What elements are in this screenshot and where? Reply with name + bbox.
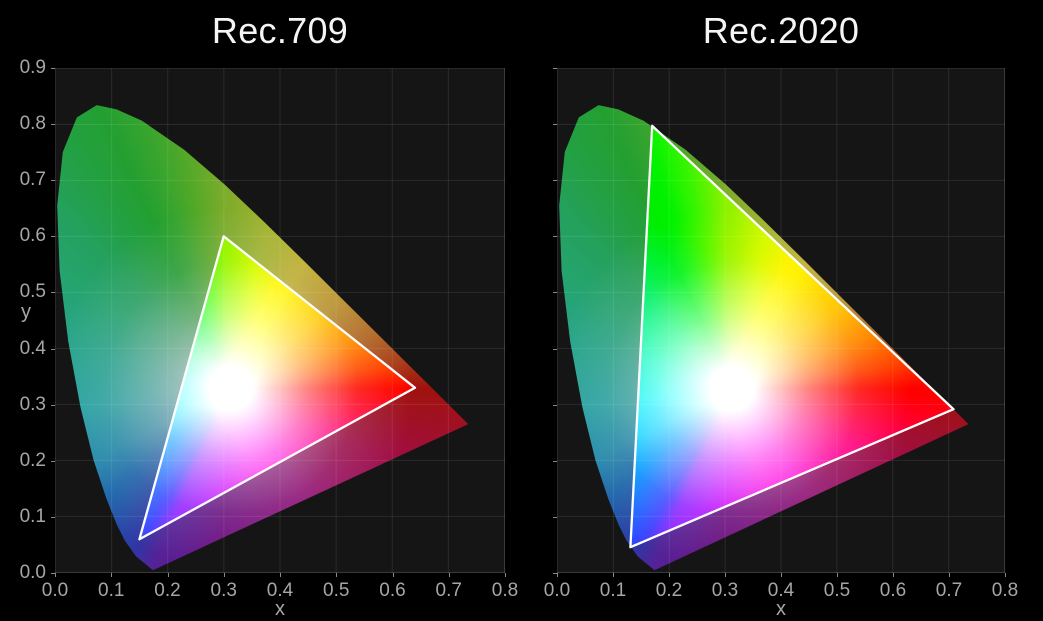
y-tick-mark	[51, 292, 55, 294]
y-tick-mark	[51, 516, 55, 518]
y-tick-mark	[51, 404, 55, 406]
gamut-triangle-outline	[629, 124, 955, 549]
y-tick-label: 0.8	[19, 113, 46, 135]
x-tick-mark	[557, 573, 558, 577]
x-tick-label: 0.3	[210, 580, 237, 601]
gamut-triangle-outline	[138, 235, 417, 541]
y-tick-mark	[553, 516, 557, 518]
x-tick-mark	[837, 573, 838, 577]
x-tick-label: 0.6	[879, 580, 907, 601]
x-tick-label: 0.8	[991, 580, 1019, 601]
y-tick-mark	[553, 460, 557, 462]
y-tick-mark	[553, 236, 557, 238]
x-tick-mark	[613, 573, 614, 577]
x-tick-label: 0.0	[41, 580, 69, 601]
y-tick-mark	[51, 236, 55, 238]
x-tick-label: 0.0	[543, 580, 571, 601]
x-tick-mark	[949, 573, 950, 577]
y-tick-label: 0.6	[19, 225, 46, 247]
x-tick-mark	[669, 573, 670, 577]
plot-area-rec709	[55, 68, 505, 573]
x-tick-label: 0.5	[823, 580, 851, 601]
y-tick-label: 0.4	[19, 337, 46, 359]
x-tick-mark	[725, 573, 726, 577]
x-tick-mark	[111, 573, 113, 577]
y-tick-mark	[553, 68, 557, 69]
x-tick-mark	[448, 573, 450, 577]
x-tick-label: 0.4	[767, 580, 795, 601]
x-tick-mark	[392, 573, 394, 577]
y-tick-mark	[51, 68, 55, 69]
x-tick-mark	[280, 573, 281, 577]
chart-title-rec2020: Rec.2020	[702, 10, 860, 51]
x-tick-mark	[55, 573, 56, 577]
x-tick-label: 0.3	[711, 580, 739, 601]
x-tick-label: 0.5	[323, 580, 350, 601]
gamut-triangle-path	[629, 124, 955, 549]
y-axis-label: y	[21, 301, 31, 323]
y-tick-label: 0.9	[19, 57, 46, 78]
x-tick-label: 0.4	[266, 580, 294, 601]
x-tick-mark	[893, 573, 894, 577]
y-tick-mark	[51, 460, 55, 462]
y-tick-mark	[51, 124, 55, 126]
x-tick-label: 0.2	[655, 580, 683, 601]
y-tick-mark	[553, 404, 557, 406]
y-tick-label: 0.5	[19, 281, 46, 303]
x-tick-mark	[336, 573, 338, 577]
x-tick-label: 0.7	[435, 580, 462, 601]
x-tick-mark	[223, 573, 225, 577]
x-tick-mark	[781, 573, 782, 577]
x-tick-label: 0.7	[935, 580, 963, 601]
x-axis-label-rec709: x	[275, 598, 285, 620]
x-axis-label-rec2020: x	[776, 598, 786, 620]
x-tick-label: 0.1	[98, 580, 125, 601]
x-tick-label: 0.2	[154, 580, 181, 601]
y-tick-label: 0.1	[19, 505, 46, 527]
x-tick-mark	[167, 573, 169, 577]
x-tick-mark	[1005, 573, 1006, 577]
y-tick-mark	[553, 348, 557, 350]
gamut-triangle-path	[138, 235, 417, 541]
x-tick-label: 0.6	[379, 580, 406, 601]
y-tick-mark	[51, 348, 55, 350]
y-tick-mark	[553, 124, 557, 126]
x-tick-label: 0.1	[599, 580, 627, 601]
y-tick-label: 0.7	[19, 169, 46, 191]
y-tick-label: 0.2	[19, 449, 46, 471]
y-tick-mark	[51, 573, 55, 574]
x-tick-label: 0.8	[491, 580, 519, 601]
y-tick-mark	[553, 180, 557, 182]
y-tick-mark	[553, 292, 557, 294]
plot-area-rec2020	[557, 68, 1005, 573]
y-tick-label: 0.3	[19, 393, 46, 415]
y-tick-mark	[553, 573, 557, 574]
chart-title-rec709: Rec.709	[211, 10, 349, 51]
x-tick-mark	[505, 573, 506, 577]
y-tick-mark	[51, 180, 55, 182]
y-tick-label: 0.0	[19, 562, 46, 583]
